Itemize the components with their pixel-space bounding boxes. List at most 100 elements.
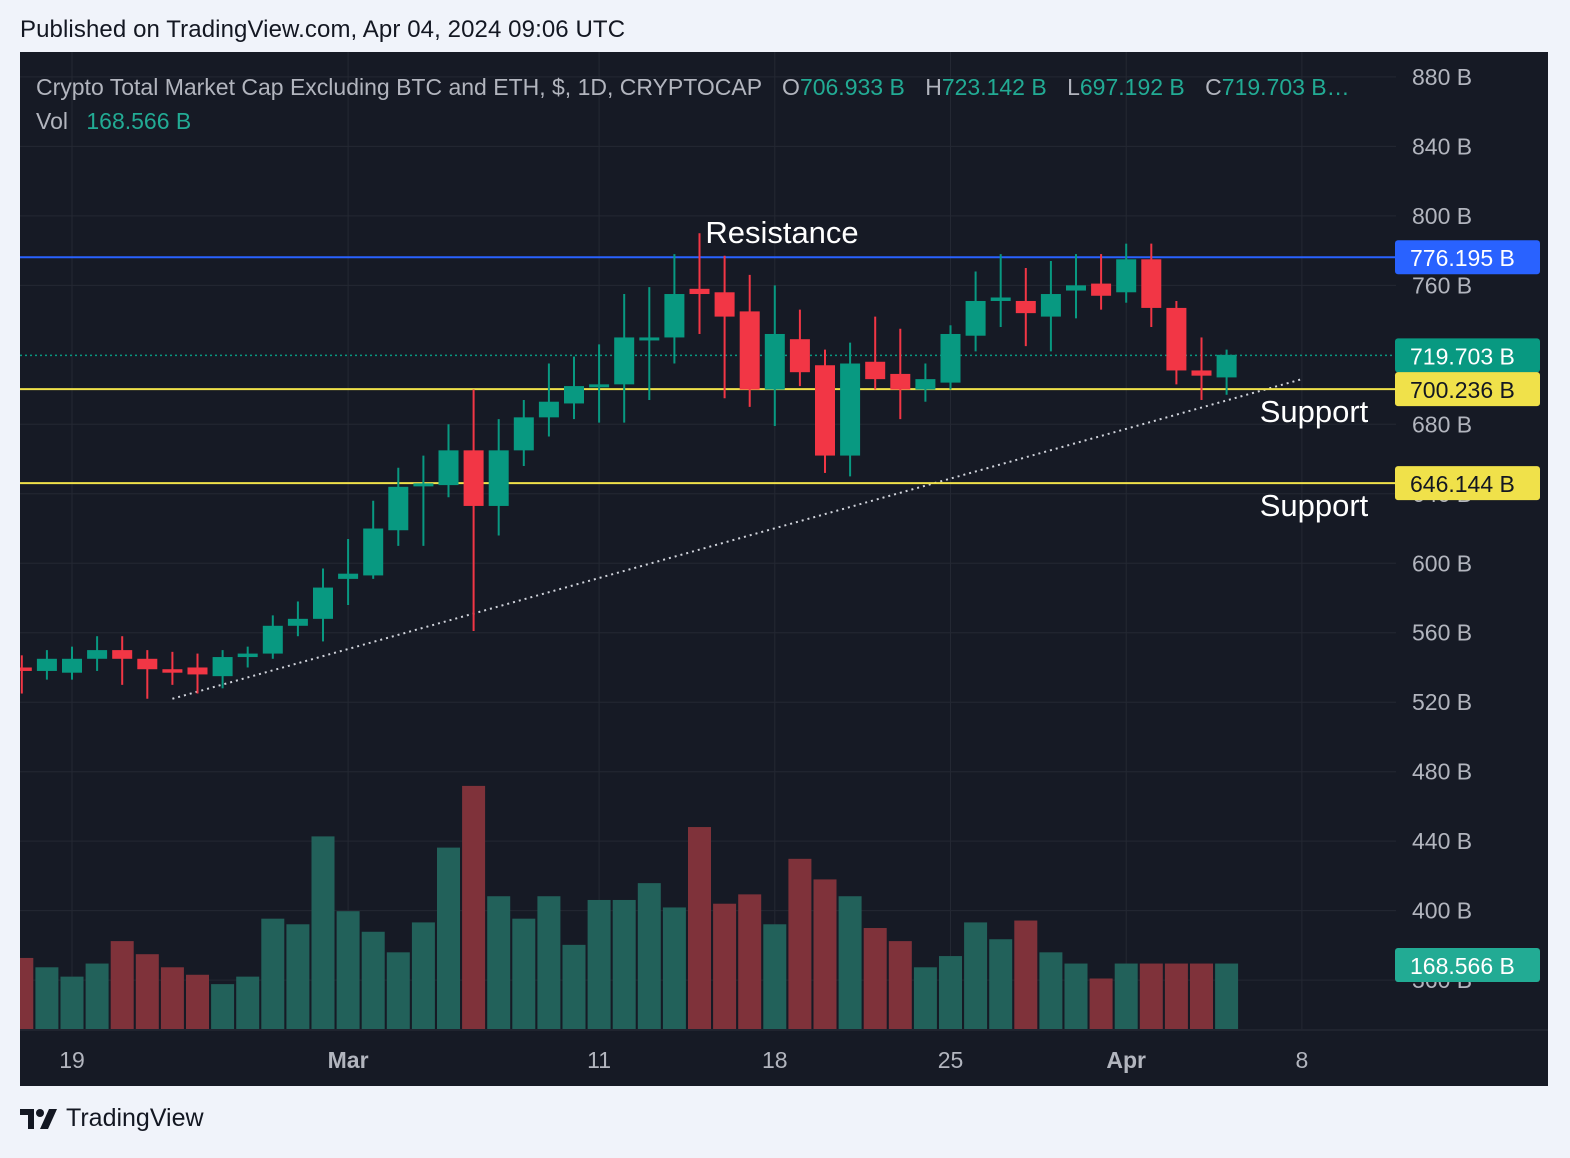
candle-body [538, 401, 559, 418]
candle-body [739, 311, 760, 390]
legend-close-value: 719.703 B… [1221, 74, 1350, 100]
x-axis-tick-label: 19 [59, 1047, 85, 1073]
candle-body [20, 667, 32, 671]
candle-body [363, 528, 384, 576]
y-axis-tick-label: 560 B [1412, 620, 1472, 646]
volume-bar [20, 957, 34, 1029]
volume-bar [135, 954, 159, 1029]
current-price-label-badge [1395, 338, 1540, 373]
volume-bar [939, 956, 962, 1029]
volume-bar [512, 918, 536, 1029]
legend-close-label: C [1205, 74, 1222, 100]
candle-body [1066, 285, 1086, 291]
candle-body [262, 625, 283, 654]
candle-body [1116, 259, 1137, 293]
candle-body [840, 363, 861, 456]
volume-bar [487, 896, 511, 1029]
volume-bar [1039, 952, 1063, 1029]
tradingview-logo-icon [20, 1108, 57, 1129]
candle-body [1040, 294, 1061, 317]
volume-bar [160, 967, 184, 1029]
volume-bar [1114, 963, 1138, 1029]
candle-body [915, 379, 936, 390]
candle-body [1091, 283, 1112, 296]
volume-bar [688, 827, 711, 1029]
candle-body [965, 300, 986, 336]
volume-bar [110, 941, 134, 1029]
volume-bar [1190, 963, 1213, 1029]
candle-body [890, 373, 911, 390]
y-axis-tick-label: 680 B [1412, 411, 1472, 437]
resistance-annotation: Resistance [705, 215, 858, 250]
candle-body [1166, 307, 1187, 371]
volume-bar [60, 976, 84, 1029]
legend-high-value: 723.142 B [941, 74, 1047, 100]
candle-body [1216, 354, 1237, 378]
legend-open-value: 706.933 B [799, 74, 905, 100]
y-axis-tick-label: 480 B [1412, 759, 1472, 785]
support-price-label-lower: 646.144 B [1410, 471, 1515, 497]
candle-body [789, 339, 810, 373]
volume-bar [813, 879, 837, 1029]
volume-bar [462, 785, 486, 1029]
candle-body [940, 333, 961, 383]
x-axis-tick-label: 25 [938, 1047, 964, 1073]
candle-body [388, 486, 409, 531]
candle-body [614, 337, 635, 385]
support-annotation-upper: Support [1260, 394, 1369, 429]
legend-high-label: H [925, 74, 942, 100]
volume-bar [964, 922, 988, 1029]
candle-body [488, 450, 509, 506]
volume-bar [989, 939, 1013, 1029]
resistance-price-label: 776.195 B [1410, 245, 1515, 271]
legend-open-label: O [782, 74, 800, 100]
volume-bar [587, 899, 611, 1029]
candle-body [187, 667, 208, 675]
volume-bar [562, 944, 586, 1029]
candle-body [639, 337, 660, 341]
volume-bar [1215, 963, 1239, 1029]
candle-body [1191, 370, 1212, 376]
x-axis-tick-label: Apr [1106, 1047, 1146, 1073]
candle-body [413, 483, 434, 487]
volume-bar [612, 899, 636, 1029]
chart-background [20, 52, 1548, 1086]
tradingview-logo[interactable]: TradingView [20, 1104, 204, 1133]
volume-bar [888, 941, 912, 1029]
candle-body [589, 384, 610, 388]
legend-symbol: Crypto Total Market Cap Excluding BTC an… [36, 74, 762, 100]
volume-bar [713, 903, 737, 1029]
x-axis-tick-label: Mar [328, 1047, 369, 1073]
legend-low-value: 697.192 B [1079, 74, 1185, 100]
candle-body [764, 333, 785, 390]
legend-vol-value: 168.566 B [86, 108, 192, 134]
current-price-label: 719.703 B [1410, 343, 1515, 369]
candle-body [513, 417, 534, 451]
x-axis-tick-label: 11 [587, 1047, 611, 1073]
volume-bar [236, 976, 260, 1029]
candle-body [1015, 300, 1036, 314]
volume-bar [537, 896, 561, 1029]
candle-body [62, 658, 82, 673]
volume-bar [1089, 978, 1113, 1029]
candle-body [237, 653, 258, 658]
volume-bar [361, 931, 385, 1029]
legend-low-label: L [1067, 74, 1080, 100]
volume-bar [311, 836, 335, 1029]
volume-bar [738, 894, 762, 1029]
volume-bar [788, 858, 812, 1029]
candle-body [564, 386, 584, 404]
candle-body [714, 292, 735, 317]
support-price-label-upper: 700.236 B [1410, 377, 1515, 403]
tradingview-wordmark: TradingView [66, 1104, 204, 1132]
volume-bar [211, 984, 235, 1029]
current-volume-label-badge [1395, 948, 1540, 982]
candle-body [287, 618, 308, 626]
y-axis-tick-label: 760 B [1412, 272, 1472, 298]
candle-body [463, 450, 484, 506]
candle-body [865, 361, 886, 380]
volume-bar [913, 967, 937, 1029]
volume-bar [1164, 963, 1188, 1029]
